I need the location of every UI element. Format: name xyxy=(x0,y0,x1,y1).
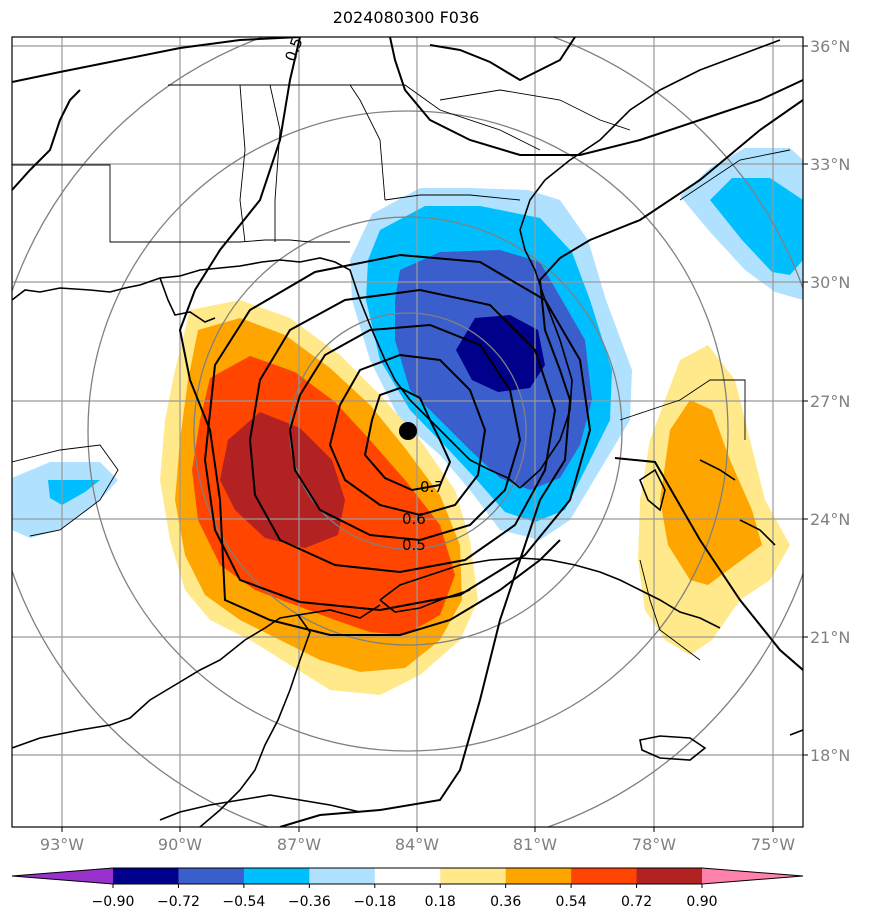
colorbar-tick-label: 0.72 xyxy=(621,894,652,910)
lat-label: 33°N xyxy=(810,155,850,174)
lat-axis: 36°N 33°N 30°N 27°N 24°N 21°N 18°N xyxy=(803,37,850,765)
shading-pos-054-east xyxy=(660,400,762,585)
contours xyxy=(12,37,803,827)
colorbar-tick-label: 0.18 xyxy=(425,894,456,910)
contour-label-06: 0.6 xyxy=(402,510,426,528)
lon-label: 75°W xyxy=(751,835,795,854)
colorbar-segment xyxy=(505,868,572,884)
colorbar-tick-label: −0.54 xyxy=(222,894,265,910)
map-content xyxy=(12,37,803,827)
lon-label: 87°W xyxy=(277,835,321,854)
shading-neg-054-west xyxy=(48,480,100,505)
lat-label: 36°N xyxy=(810,37,850,56)
colorbar-tick-label: −0.18 xyxy=(353,894,396,910)
colorbar-tick-label: −0.90 xyxy=(92,894,135,910)
colorbar-tick-label: 0.90 xyxy=(686,894,717,910)
lon-label: 84°W xyxy=(395,835,439,854)
colorbar-segment xyxy=(374,868,441,884)
coastlines xyxy=(12,39,803,827)
colorbar-tick-label: −0.72 xyxy=(157,894,200,910)
colorbar-segment xyxy=(243,868,310,884)
colorbar-segment xyxy=(113,868,179,884)
lat-label: 24°N xyxy=(810,510,850,529)
contour-label-05: 0.5 xyxy=(402,536,426,554)
storm-center-marker xyxy=(399,422,417,440)
map-frame xyxy=(11,36,804,828)
lat-label: 18°N xyxy=(810,746,850,765)
colorbar-tick-label: −0.36 xyxy=(288,894,331,910)
colorbar-extend-max xyxy=(702,868,803,884)
map-title: 2024080300 F036 xyxy=(332,8,480,27)
shading-neg-090 xyxy=(456,315,545,392)
colorbar-segment xyxy=(636,868,703,884)
colorbar-extend-min xyxy=(12,868,113,884)
shading-neg-054-ne xyxy=(710,178,803,275)
colorbar-segment xyxy=(571,868,638,884)
contour-label-07: 0.7 xyxy=(420,478,444,496)
lon-label: 78°W xyxy=(632,835,676,854)
lon-label: 81°W xyxy=(513,835,557,854)
colorbar-tick-label: 0.36 xyxy=(490,894,521,910)
colorbar-segment xyxy=(178,868,245,884)
lon-axis: 93°W 90°W 87°W 84°W 81°W 78°W 75°W xyxy=(40,827,795,854)
lon-label: 90°W xyxy=(158,835,202,854)
colorbar: −0.90 −0.72 −0.54 −0.36 −0.18 0.18 0.36 0.54 0.7… xyxy=(11,867,804,910)
lat-label: 27°N xyxy=(810,392,850,411)
colorbar-segment xyxy=(440,868,507,884)
lat-label: 21°N xyxy=(810,628,850,647)
colorbar-tick-label: 0.54 xyxy=(556,894,587,910)
state-borders xyxy=(12,84,791,661)
graticule xyxy=(12,37,803,827)
lat-label: 30°N xyxy=(810,273,850,292)
colorbar-segment xyxy=(309,868,376,884)
lon-label: 93°W xyxy=(40,835,84,854)
